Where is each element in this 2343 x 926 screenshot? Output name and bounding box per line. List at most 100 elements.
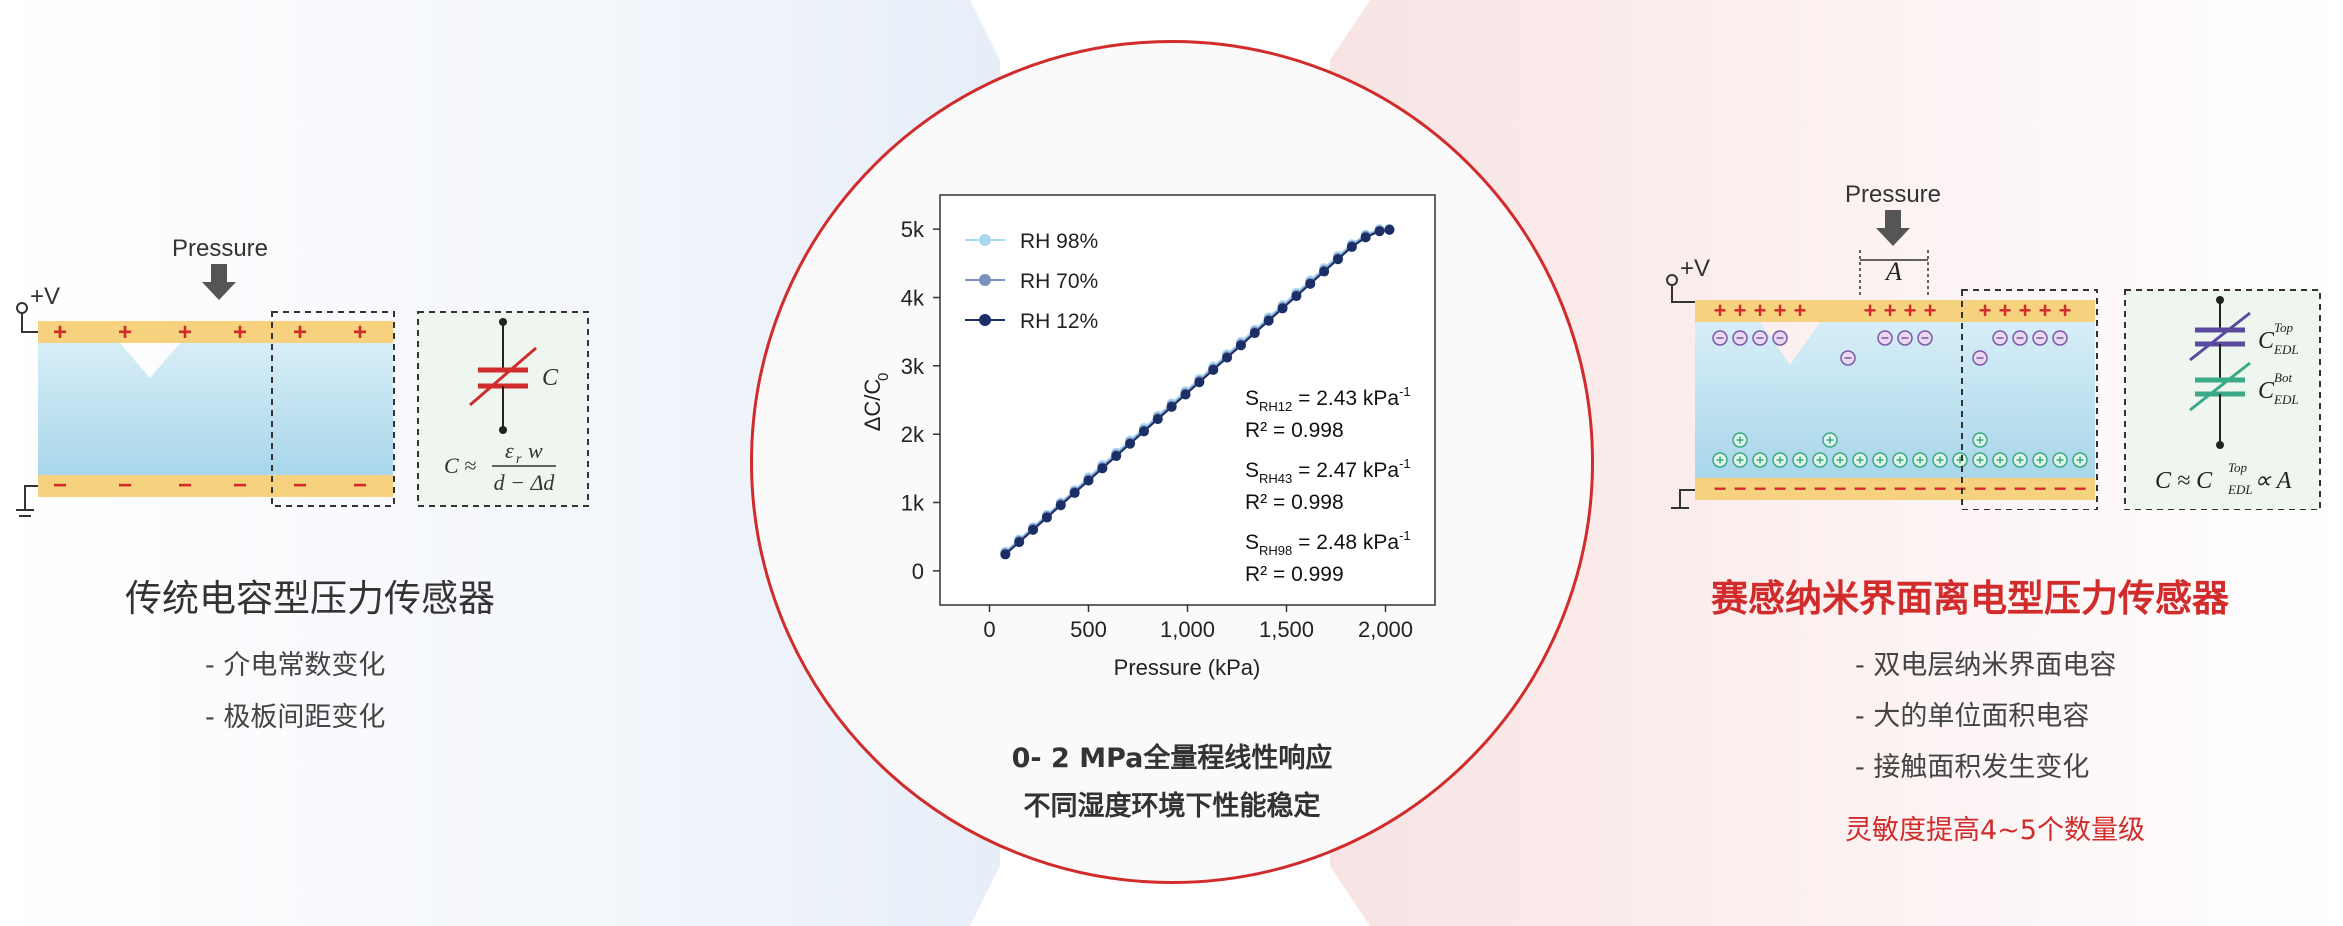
data-point [1028,524,1039,535]
legend-label: RH 12% [1020,310,1098,333]
y-tick-label: 0 [912,559,924,584]
right-plus-sign: + [2019,298,2032,323]
right-plus-sign: + [1754,298,1767,323]
data-point [1041,512,1052,523]
legend-marker [979,234,991,246]
cation-icon-cross [1816,456,1824,464]
edl-top-variable-icon [2189,311,2251,362]
right-minus-sign: − [1834,476,1847,501]
x-tick-label: 0 [983,617,995,642]
cation-icon-cross [1776,456,1784,464]
x-tick-label: 1,500 [1259,617,1314,642]
left-bullet-item: - 极板间距变化 [205,702,386,733]
legend-label: RH 70% [1020,270,1098,293]
left-pressure-label: Pressure [172,235,268,262]
y-axis-label: ΔC/C [860,379,885,432]
series-3 [1000,224,1395,560]
right-minus-sign: − [1914,476,1927,501]
cation-icon-cross [2036,456,2044,464]
left-cap-symbol: C [542,365,559,391]
legend-label: RH 98% [1020,230,1098,253]
left-zoom-box [271,311,395,507]
cation-icon-cross [1936,456,1944,464]
edl-bot-label: C [2258,378,2275,404]
right-formula-sub: EDL [2227,482,2253,497]
legend-marker [979,274,991,286]
center-caption: 0- 2 MPa全量程线性响应 不同湿度环境下性能稳定 [972,735,1372,831]
right-minus-sign: − [1814,476,1827,501]
x-axis-label: Pressure (kPa) [1114,655,1261,680]
right-plus-sign: + [1904,298,1917,323]
left-plus-sign: + [293,319,307,346]
left-plus-sign: + [178,319,192,346]
data-point [1360,232,1371,243]
right-minus-sign: − [1934,476,1947,501]
right-plus-sign: + [1864,298,1877,323]
data-point [1263,315,1274,326]
cation-icon-cross [1796,456,1804,464]
right-bullet-item: - 大的单位面积电容 [1855,701,2090,732]
x-axis-ticks: 0 500 1,000 1,500 2,000 [983,605,1413,642]
cation-icon-cross [2056,456,2064,464]
left-formula-epsilon-sub: r [516,452,522,467]
right-plus-sign: + [1884,298,1897,323]
data-point [1166,401,1177,412]
left-cap-node [499,318,507,326]
left-minus-sign: − [178,472,192,499]
data-point [1305,278,1316,289]
left-formula-w: w [528,438,543,463]
right-plus-sign: + [2059,298,2072,323]
right-voltage-label: +V [1680,255,1710,282]
edl-top-sup: Top [2274,320,2294,335]
data-point [1152,414,1163,425]
right-plus-sign: + [2039,298,2052,323]
right-bullet-item: - 双电层纳米界面电容 [1855,650,2117,681]
right-zoom-box [1961,289,2098,510]
data-point [1138,426,1149,437]
x-tick-label: 1,000 [1160,617,1215,642]
y-tick-label: 2k [901,422,925,447]
edl-top-label: C [2258,328,2275,354]
right-minus-sign: − [1754,476,1767,501]
data-point [1083,475,1094,486]
left-bullet-list: - 介电常数变化 - 极板间距变化 [205,640,385,744]
sensitivity-annotation: SRH98 = 2.48 kPa-1 [1245,528,1411,558]
iontronic-sensor-diagram: Pressure +V A + + + + + + + + + + + + + +− − − − − − − − − − − −… [1666,181,2321,510]
cation-icon-cross [1736,456,1744,464]
data-point [1111,451,1122,462]
r-squared-annotation: R² = 0.998 [1245,491,1344,514]
right-top-electrode [1695,300,2095,322]
right-minus-sign: − [2034,476,2047,501]
left-minus-sign: − [118,472,132,499]
right-minus-sign: − [1774,476,1787,501]
left-plus-sign: + [353,319,367,346]
right-minus-sign: − [1954,476,1967,501]
right-ground-icon [1671,489,1695,509]
right-minus-sign: − [1794,476,1807,501]
cation-icon-cross [1976,456,1984,464]
right-minus-sign: − [2054,476,2067,501]
right-cap-node [2216,296,2224,304]
left-formula-epsilon: ε [505,438,514,463]
cation-icon-cross [1716,456,1724,464]
right-formula-tail: ∝ A [2254,468,2292,494]
data-point [1069,487,1080,498]
right-top-wire [1671,285,1695,303]
edl-bot-sup: Bot [2274,370,2292,385]
cation-icon-cross [1996,456,2004,464]
right-bullet-list: - 双电层纳米界面电容 - 大的单位面积电容 - 接触面积发生变化 [1855,640,2116,793]
right-minus-sign: − [1974,476,1987,501]
left-top-wire [21,313,38,333]
data-point [1222,352,1233,363]
left-formula-denominator: d − Δd [494,470,556,495]
left-minus-sign: − [293,472,307,499]
y-tick-label: 4k [901,286,925,311]
right-minus-sign: − [2074,476,2087,501]
right-emphasis: 灵敏度提高4~5个数量级 [1845,815,2145,846]
right-plus-sign: + [1924,298,1937,323]
cation-icon-cross [1736,436,1744,444]
right-dielectric [1695,322,2095,478]
left-plus-sign: + [118,319,132,346]
cation-icon-cross [1836,456,1844,464]
right-title: 赛感纳米界面离电型压力传感器 [1711,577,2229,620]
